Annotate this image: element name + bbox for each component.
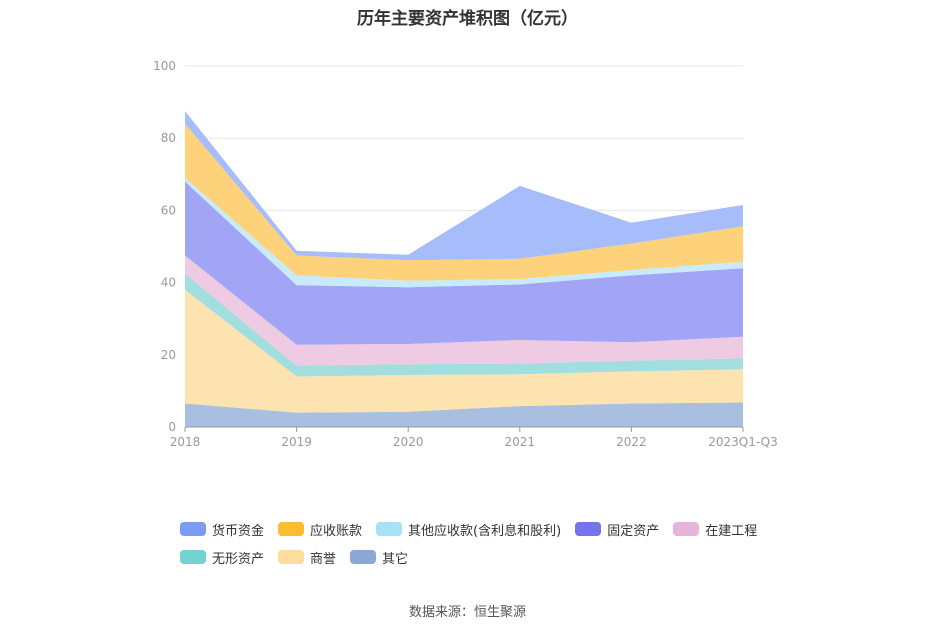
area-series — [185, 123, 743, 281]
legend-item[interactable]: 固定资产 — [575, 520, 660, 539]
x-tick-label: 2022 — [616, 435, 647, 449]
legend-label: 应收账款 — [310, 523, 363, 539]
area-series — [185, 402, 743, 427]
legend-label: 固定资产 — [607, 523, 660, 539]
legend-swatch — [180, 522, 206, 536]
legend-item[interactable]: 在建工程 — [673, 520, 758, 539]
y-tick-label: 60 — [161, 203, 176, 217]
legend-item[interactable]: 其他应收款(含利息和股利) — [376, 520, 562, 539]
legend-label: 在建工程 — [705, 523, 758, 539]
legend-label: 商誉 — [310, 551, 337, 567]
area-series — [185, 289, 743, 413]
y-tick-label: 80 — [161, 131, 176, 145]
y-tick-label: 40 — [161, 276, 176, 290]
x-tick-label: 2020 — [393, 435, 424, 449]
legend-swatch — [278, 522, 305, 536]
legend-swatch — [376, 522, 403, 536]
data-source: 数据来源：恒生聚源 — [408, 605, 526, 620]
area-series — [185, 255, 743, 366]
x-tick-label: 2023Q1-Q3 — [708, 435, 777, 449]
legend-label: 其它 — [382, 551, 409, 567]
y-tick-label: 20 — [161, 348, 176, 362]
legend-item[interactable]: 其它 — [350, 548, 409, 567]
x-tick-label: 2018 — [170, 435, 201, 449]
area-series — [185, 111, 743, 261]
legend-item[interactable]: 无形资产 — [180, 548, 265, 567]
legend-swatch — [673, 522, 700, 536]
legend-item[interactable]: 货币资金 — [180, 520, 265, 539]
legend-swatch — [575, 522, 602, 536]
y-tick-label: 100 — [153, 59, 176, 73]
legend-swatch — [180, 550, 206, 564]
legend-label: 其他应收款(含利息和股利) — [408, 523, 562, 539]
area-series — [185, 273, 743, 377]
x-tick-label: 2021 — [505, 435, 536, 449]
legend-label: 货币资金 — [212, 523, 265, 539]
chart-legend: 货币资金 应收账款 其他应收款(含利息和股利) 固定资产 在建工程无形资产 商誉 其它 — [180, 520, 780, 567]
chart-title: 历年主要资产堆积图（亿元） — [357, 9, 578, 29]
legend-swatch — [350, 550, 377, 564]
area-series — [185, 181, 743, 345]
legend-item[interactable]: 应收账款 — [278, 520, 363, 539]
legend-item[interactable]: 商誉 — [278, 548, 337, 567]
legend-swatch — [278, 550, 305, 564]
legend-label: 无形资产 — [212, 551, 265, 567]
y-tick-label: 0 — [168, 420, 176, 434]
x-tick-label: 2019 — [281, 435, 312, 449]
